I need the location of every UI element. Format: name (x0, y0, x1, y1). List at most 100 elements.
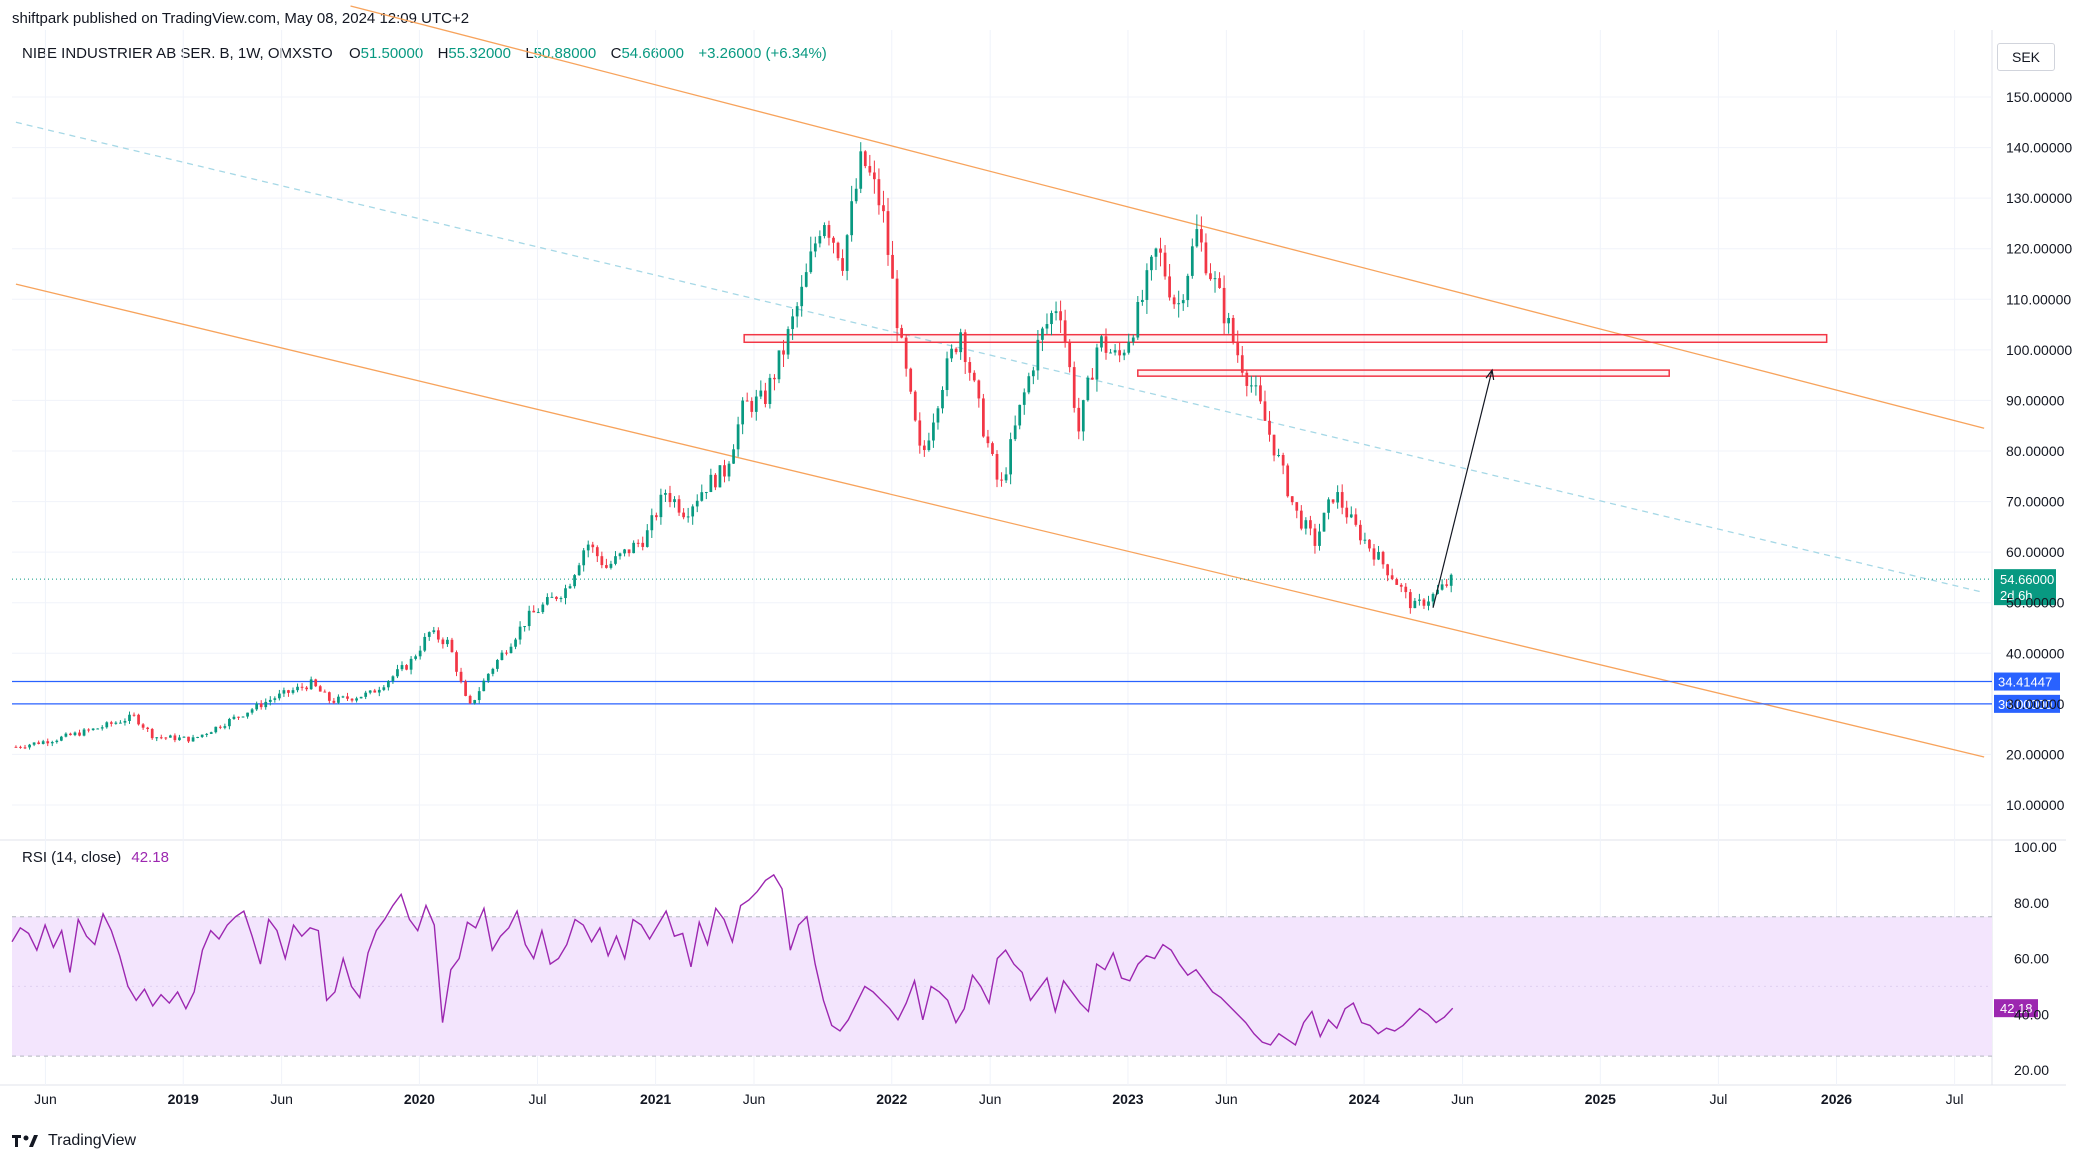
candle-body (137, 714, 140, 725)
candle-body (1268, 420, 1271, 435)
candle-body (450, 639, 454, 653)
candle-body (832, 237, 835, 243)
candle-body (1309, 520, 1312, 529)
candle-body (296, 686, 299, 691)
candle-body (82, 729, 86, 736)
time-tick-label: Jul (529, 1091, 547, 1107)
candle-body (309, 679, 313, 690)
candle-body (373, 690, 377, 693)
time-tick-label: Jun (1451, 1091, 1474, 1107)
channel-lower-line (15, 283, 1985, 758)
candle-body (305, 687, 308, 690)
candle-body (1304, 520, 1308, 529)
candle-body (1154, 248, 1158, 257)
candle-body (218, 726, 222, 728)
candle-body (1181, 300, 1185, 304)
candle-body (387, 681, 390, 688)
rsi-tick-label: 60.00 (2014, 951, 2049, 967)
candle-body (1222, 287, 1226, 324)
candle-body (959, 332, 963, 353)
time-tick-label: 2020 (404, 1091, 435, 1107)
candle-body (1091, 377, 1094, 380)
candle-body (732, 449, 735, 464)
currency-button[interactable]: SEK (1997, 43, 2055, 71)
candle-body (754, 396, 758, 412)
rsi-line (11, 873, 1454, 1046)
tradingview-logo[interactable]: TradingView (12, 1132, 136, 1150)
candle-body (1081, 400, 1085, 432)
candle-body (468, 695, 472, 704)
candle-body (1118, 350, 1121, 356)
close-value: 54.66000 (621, 45, 685, 62)
candle-body (1150, 256, 1153, 271)
candle-body (1349, 514, 1353, 518)
candle-body (550, 596, 554, 598)
candle-body (1013, 425, 1017, 440)
time-tick-label: Jun (1215, 1091, 1238, 1107)
candle-body (1358, 524, 1362, 541)
candle-body (741, 400, 745, 425)
price-tick-label: 10.00000 (2006, 797, 2065, 813)
resistance-zone (1137, 369, 1670, 377)
candle-body (677, 499, 681, 513)
candle-body (178, 737, 181, 741)
candle-body (141, 724, 145, 728)
candle-body (791, 316, 794, 330)
candle-body (568, 586, 572, 589)
candle-body (23, 747, 27, 749)
candle-body (200, 734, 204, 737)
candle-body (859, 151, 863, 189)
candle-body (632, 542, 636, 554)
candle-body (559, 598, 563, 600)
candle-body (323, 691, 327, 693)
candle-body (736, 424, 740, 450)
candle-body (418, 650, 422, 657)
candle-body (941, 389, 944, 409)
candle-body (1327, 499, 1330, 513)
candle-body (645, 530, 649, 547)
channel-upper-line (350, 5, 1985, 429)
candle-body (1159, 248, 1162, 253)
price-tick-label: 120.00000 (2006, 241, 2072, 257)
candle-body (664, 493, 667, 495)
candle-body (1331, 499, 1335, 503)
channel-mid-line (15, 121, 1985, 594)
candle-body (745, 400, 749, 402)
candle-body (759, 390, 763, 397)
projection-arrow (1432, 368, 1495, 608)
candle-body (1168, 276, 1171, 298)
candle-body (100, 727, 104, 729)
candle-body (650, 515, 654, 531)
candle-body (913, 391, 917, 421)
candle-body (69, 733, 72, 736)
candle-body (382, 687, 386, 690)
projection-arrow-head (1485, 368, 1495, 381)
rsi-tick-label: 40.00 (2014, 1006, 2049, 1022)
candle-body (169, 735, 172, 738)
candle-body (573, 575, 576, 587)
candle-body (32, 742, 36, 745)
candle-body (918, 420, 922, 446)
rsi-title[interactable]: RSI (14, close) (22, 849, 122, 866)
candle-body (1381, 551, 1385, 565)
candle-body (1009, 439, 1012, 475)
candle-body (895, 278, 899, 329)
candle-body (259, 703, 263, 708)
candle-body (41, 741, 45, 744)
candle-body (37, 742, 41, 744)
candle-body (1363, 539, 1367, 541)
candle-body (1163, 252, 1167, 277)
candle-body (237, 716, 240, 718)
time-tick-label: Jun (743, 1091, 766, 1107)
rsi-tick-label: 80.00 (2014, 895, 2049, 911)
symbol-name[interactable]: NIBE INDUSTRIER AB SER. B, 1W, OMXSTO (22, 45, 333, 62)
candle-body (268, 699, 272, 702)
candle-body (986, 436, 990, 444)
candle-body (618, 553, 622, 557)
candle-body (518, 626, 522, 640)
candle-body (1372, 548, 1376, 560)
price-tick-label: 140.00000 (2006, 140, 2072, 156)
candle-body (1427, 601, 1430, 606)
price-tick-label: 40.00000 (2006, 645, 2065, 661)
